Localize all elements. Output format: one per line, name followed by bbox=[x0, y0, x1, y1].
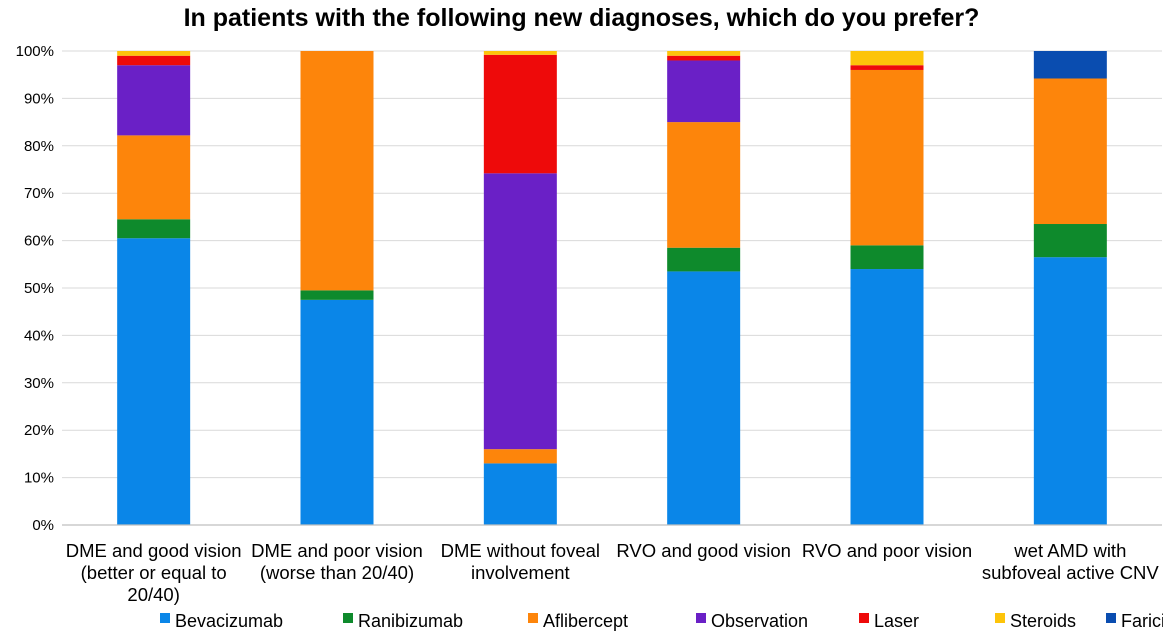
bar-segment bbox=[483, 449, 557, 464]
y-tick-label: 80% bbox=[24, 138, 54, 155]
y-tick-label: 40% bbox=[24, 327, 54, 344]
legend-swatch bbox=[1106, 613, 1116, 623]
bar-segment bbox=[1033, 78, 1107, 225]
x-category-label: subfoveal active CNV bbox=[982, 562, 1160, 583]
x-category-label: RVO and poor vision bbox=[802, 540, 972, 561]
legend-label: Steroids bbox=[1010, 611, 1076, 631]
bar-segment bbox=[667, 247, 741, 272]
legend-label: Bevacizumab bbox=[175, 611, 283, 631]
legend-label: Laser bbox=[874, 611, 919, 631]
bar-segment bbox=[850, 69, 924, 246]
chart-title: In patients with the following new diagn… bbox=[183, 4, 980, 32]
bar-segment bbox=[117, 55, 191, 66]
bar-segment bbox=[667, 271, 741, 525]
bar-segment bbox=[483, 54, 557, 174]
bar-segment bbox=[1033, 257, 1107, 525]
y-tick-label: 100% bbox=[16, 43, 54, 60]
y-tick-label: 30% bbox=[24, 375, 54, 392]
bars bbox=[117, 51, 1107, 526]
legend-swatch bbox=[343, 613, 353, 623]
y-tick-label: 10% bbox=[24, 470, 54, 487]
bar-segment bbox=[300, 299, 374, 525]
x-axis-category-labels: DME and good vision(better or equal to20… bbox=[66, 540, 1160, 605]
y-tick-label: 0% bbox=[32, 517, 54, 534]
legend-swatch bbox=[160, 613, 170, 623]
bar-segment bbox=[300, 290, 374, 300]
legend-swatch bbox=[696, 613, 706, 623]
gridlines bbox=[62, 50, 1162, 526]
bar-segment bbox=[1033, 224, 1107, 258]
x-category-label: DME and poor vision bbox=[251, 540, 423, 561]
y-tick-label: 60% bbox=[24, 233, 54, 250]
bar-segment bbox=[117, 65, 191, 136]
bar-segment bbox=[1033, 51, 1107, 79]
bar-segment bbox=[850, 245, 924, 270]
x-category-label: DME without foveal bbox=[441, 540, 600, 561]
x-category-label: involvement bbox=[471, 562, 570, 583]
y-tick-label: 20% bbox=[24, 422, 54, 439]
bar-segment bbox=[483, 173, 557, 450]
legend: Bevacizumab Ranibizumab Aflibercept Observa… bbox=[160, 611, 1163, 631]
bar-segment bbox=[667, 60, 741, 123]
bar-segment bbox=[667, 55, 741, 61]
x-category-label: (worse than 20/40) bbox=[260, 562, 414, 583]
y-tick-label: 70% bbox=[24, 185, 54, 202]
bar-segment bbox=[117, 135, 191, 220]
x-category-label: wet AMD with bbox=[1013, 540, 1126, 561]
x-category-label: 20/40) bbox=[127, 584, 179, 605]
bar-segment bbox=[850, 51, 924, 66]
x-category-label: RVO and good vision bbox=[616, 540, 791, 561]
legend-swatch bbox=[528, 613, 538, 623]
bar-segment bbox=[850, 269, 924, 525]
y-tick-label: 50% bbox=[24, 280, 54, 297]
bar-segment bbox=[850, 65, 924, 70]
legend-label: Observation bbox=[711, 611, 808, 631]
bar-segment bbox=[483, 51, 557, 55]
bar-segment bbox=[483, 463, 557, 525]
legend-label: Faricimab bbox=[1121, 611, 1163, 631]
legend-label: Aflibercept bbox=[543, 611, 628, 631]
bar-segment bbox=[667, 122, 741, 248]
x-category-label: (better or equal to bbox=[81, 562, 227, 583]
y-axis-tick-labels: 0% 10% 20% 30% 40% 50% 60% 70% 80% 90% 100% bbox=[16, 43, 54, 534]
legend-swatch bbox=[995, 613, 1005, 623]
bar-segment bbox=[300, 51, 374, 291]
bar-segment bbox=[117, 219, 191, 239]
bar-segment bbox=[117, 51, 191, 56]
legend-swatch bbox=[859, 613, 869, 623]
bar-segment bbox=[667, 51, 741, 56]
bar-segment bbox=[117, 238, 191, 526]
y-tick-label: 90% bbox=[24, 90, 54, 107]
x-category-label: DME and good vision bbox=[66, 540, 242, 561]
legend-label: Ranibizumab bbox=[358, 611, 463, 631]
